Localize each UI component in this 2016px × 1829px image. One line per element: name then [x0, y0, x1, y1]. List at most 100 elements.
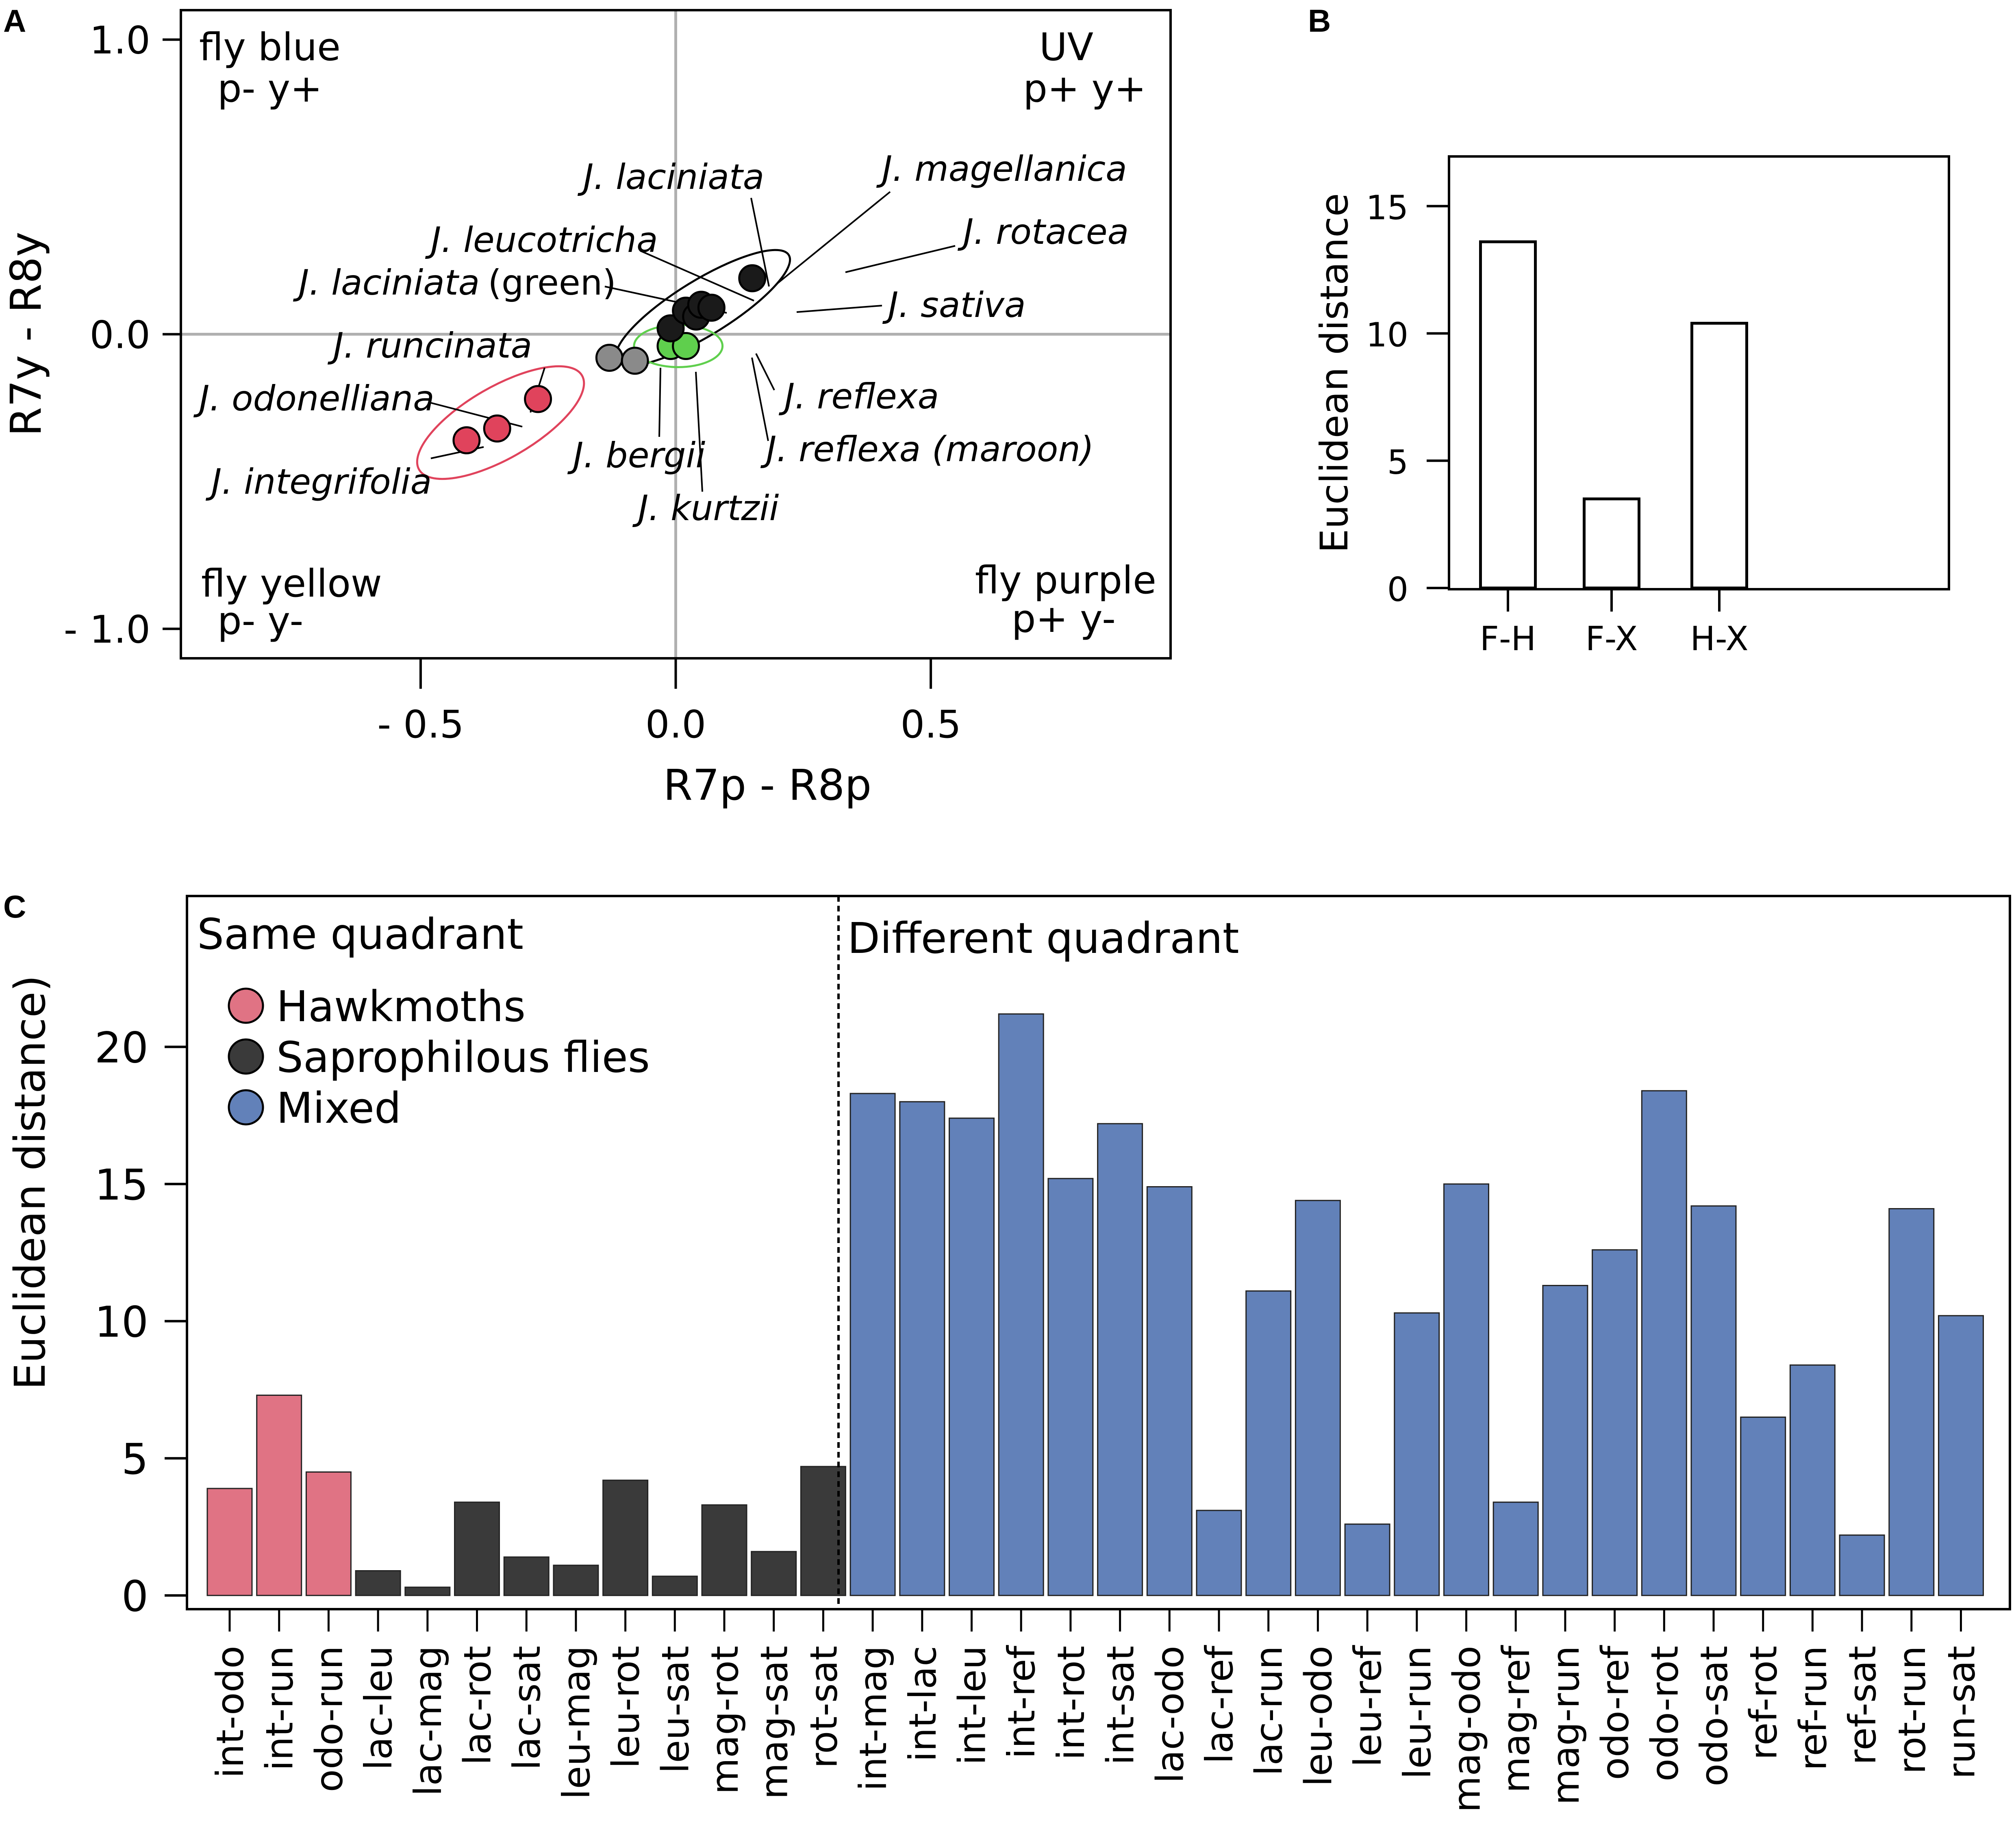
label-rotacea: J. rotacea	[957, 212, 1129, 252]
c-x-tick-label-6: lac-sat	[505, 1646, 549, 1770]
panel-label-a: A	[3, 3, 26, 39]
b-y-tick-label-2: 10	[1366, 316, 1408, 355]
c-bar-run-sat	[1938, 1315, 1984, 1596]
y-axis-label: R7y - R8y	[1, 232, 51, 436]
b-y-axis-ticks: 0 5 10 15	[1366, 189, 1449, 609]
c-bar-mag-ref	[1492, 1501, 1539, 1596]
leader-line-laciniata	[750, 197, 770, 287]
hawkmoth-ellipse	[416, 365, 585, 480]
x-tick-label-0: - 0.5	[377, 703, 464, 747]
section-label-different: Different quadrant	[847, 913, 1239, 963]
c-x-tick-label-16: int-ref	[1000, 1645, 1043, 1759]
b-x-tick-label-2: H-X	[1690, 620, 1748, 658]
panel-label-c: C	[3, 889, 26, 924]
leader-line-rotacea	[845, 245, 956, 273]
b-bar-f-x	[1583, 497, 1640, 590]
label-reflexa-maroon: J. reflexa (maroon)	[760, 429, 1094, 470]
label-leucotricha: J. leucotricha	[425, 220, 658, 260]
c-x-tick-label-3: lac-leu	[357, 1646, 400, 1770]
c-x-tick-label-9: leu-sat	[654, 1646, 697, 1773]
c-bar-int-sat	[1097, 1123, 1143, 1596]
b-x-axis-labels: F-H F-X H-X	[1480, 589, 1749, 658]
c-bar-rot-run	[1888, 1208, 1935, 1596]
label-laciniata-green-note: (green)	[488, 263, 616, 303]
b-y-axis-label: Euclidean distance	[1312, 193, 1357, 553]
point-j-reflexa	[672, 332, 700, 360]
c-x-tick-label-2: odo-run	[307, 1646, 351, 1792]
x-axis-ticks: - 0.5 0.0 0.5	[377, 658, 961, 747]
label-bergii: J. bergii	[567, 435, 705, 476]
c-bars	[206, 1013, 1984, 1596]
c-bar-leu-sat	[652, 1575, 698, 1596]
c-y-tick-label-4: 20	[95, 1023, 148, 1072]
label-laciniata-green-species: J. laciniata	[293, 263, 480, 303]
label-integrifolia: J. integrifolia	[205, 462, 432, 502]
leader-line-reflexa	[755, 353, 775, 391]
c-bar-mag-run	[1542, 1285, 1588, 1596]
leader-line-bergii	[658, 367, 661, 437]
label-laciniata: J. laciniata	[577, 157, 764, 197]
b-y-tick-label-0: 0	[1387, 571, 1408, 609]
point-j-rotacea	[738, 264, 767, 293]
b-x-tick-label-0: F-H	[1480, 620, 1536, 658]
y-axis-ticks: 1.0 0.0 - 1.0	[64, 19, 181, 652]
c-x-tick-label-12: rot-sat	[802, 1646, 845, 1768]
point-j-integrifolia	[452, 426, 481, 454]
c-x-tick-label-14: int-lac	[901, 1646, 945, 1762]
b-bar-f-h	[1479, 240, 1537, 590]
c-x-tick-label-4: lac-mag	[406, 1646, 450, 1796]
point-j-runcinata	[524, 385, 552, 413]
label-runcinata: J. runcinata	[327, 325, 532, 366]
c-bar-int-ref	[998, 1013, 1044, 1596]
point-j-bergii	[595, 344, 623, 372]
c-bar-lac-sat	[503, 1556, 550, 1596]
c-bar-leu-rot	[602, 1480, 649, 1596]
c-bar-ref-run	[1789, 1364, 1836, 1596]
point-j-odonelliana	[483, 414, 511, 443]
c-bar-int-rot	[1047, 1178, 1094, 1596]
c-x-tick-label-27: mag-run	[1544, 1646, 1588, 1805]
point-j-magellanica	[697, 293, 726, 322]
quadrant-name-top-left: fly blue	[199, 25, 341, 69]
c-y-tick-label-1: 5	[122, 1434, 148, 1484]
c-bar-lac-rot	[454, 1501, 500, 1596]
c-x-tick-label-23: leu-ref	[1346, 1645, 1390, 1767]
label-kurtzii: J. kurtzii	[632, 488, 779, 529]
c-x-tick-label-25: mag-odo	[1445, 1646, 1489, 1812]
c-bar-odo-rot	[1641, 1090, 1687, 1596]
c-bar-leu-ref	[1344, 1523, 1390, 1596]
quadrant-name-bottom-right: fly purple	[975, 558, 1156, 603]
b-y-tick-label-1: 5	[1387, 443, 1408, 482]
c-bar-lac-run	[1245, 1290, 1292, 1596]
b-bars	[1479, 240, 1748, 590]
c-bar-leu-mag	[553, 1564, 599, 1596]
c-x-tick-label-22: leu-odo	[1297, 1646, 1340, 1786]
quadrant-code-bottom-right: p+ y-	[1012, 597, 1116, 641]
c-x-tick-label-35: run-sat	[1940, 1646, 1983, 1779]
c-x-axis-labels: int-odo int-run odo-run lac-leu lac-mag lac-r…	[209, 1609, 1983, 1812]
label-laciniata-green: J. laciniata (green)	[293, 263, 616, 303]
c-x-tick-label-11: mag-sat	[753, 1646, 796, 1799]
leader-line-reflexa-maroon	[751, 357, 769, 441]
b-bar-h-x	[1690, 321, 1748, 590]
legend-label-mixed: Mixed	[276, 1083, 401, 1133]
label-odonelliana: J. odonelliana	[193, 378, 434, 419]
c-bar-int-lac	[899, 1101, 945, 1596]
point-j-kurtzii	[621, 347, 649, 375]
c-bar-mag-rot	[701, 1504, 747, 1596]
c-y-tick-label-2: 10	[95, 1297, 148, 1347]
species-labels: J. laciniata J. magellanica J. leucotric…	[193, 149, 1129, 529]
c-bar-leu-odo	[1295, 1200, 1341, 1596]
c-x-tick-label-18: int-sat	[1099, 1646, 1143, 1765]
scatter-points	[452, 264, 767, 454]
panel-b: B 0 5 10 15 F-H F-X H-X Euclidean distance	[1308, 3, 1950, 658]
c-bar-int-odo	[206, 1488, 253, 1596]
c-bar-odo-sat	[1690, 1205, 1737, 1596]
point-j-leucotricha	[656, 314, 685, 343]
c-bar-lac-odo	[1146, 1186, 1193, 1596]
quadrant-name-bottom-left: fly yellow	[201, 562, 382, 606]
leader-line-kurtzii	[695, 371, 703, 492]
c-x-tick-label-15: int-leu	[951, 1646, 994, 1765]
panel-a: A - 0.5 0.0 0.5 1.0 0.0 - 1.0 R7p - R8p R7y …	[1, 3, 1172, 810]
